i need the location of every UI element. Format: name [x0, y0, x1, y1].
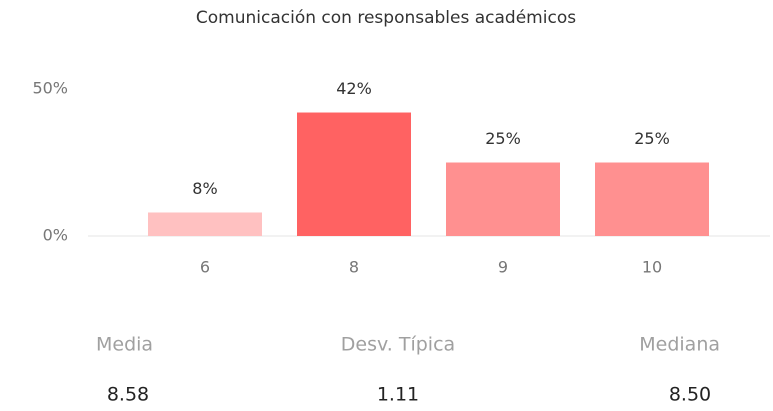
stat-value: 8.58 [107, 384, 149, 406]
chart-title: Comunicación con responsables académicos [196, 8, 576, 28]
stat-value: 1.11 [377, 384, 419, 406]
data-label: 25% [634, 129, 670, 148]
x-tick-label: 8 [349, 258, 359, 277]
bar [297, 112, 411, 236]
y-tick-label: 0% [43, 226, 68, 245]
stat-label: Media [96, 334, 153, 356]
x-tick-label: 10 [642, 258, 662, 277]
x-tick-label: 9 [498, 258, 508, 277]
stat-label: Mediana [639, 334, 720, 356]
stat-value: 8.50 [669, 384, 711, 406]
y-tick-label: 50% [32, 79, 68, 98]
data-label: 8% [192, 179, 217, 198]
data-label: 25% [485, 129, 521, 148]
x-tick-label: 6 [200, 258, 210, 277]
data-label: 42% [336, 79, 372, 98]
stat-label: Desv. Típica [341, 334, 455, 356]
bar [446, 162, 560, 236]
bar [148, 212, 262, 236]
bar [595, 162, 709, 236]
